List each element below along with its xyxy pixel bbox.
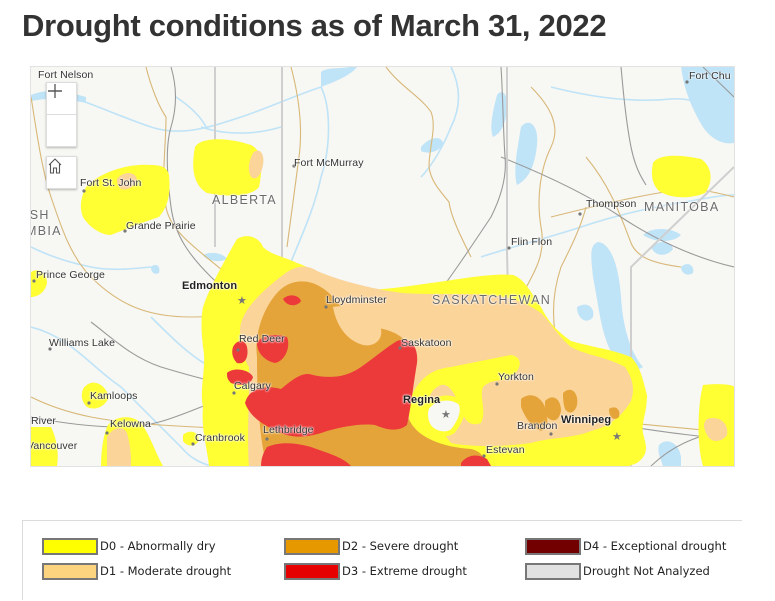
city-label: Fort Nelson (38, 69, 94, 81)
svg-text:★: ★ (237, 294, 247, 307)
legend-item-d2: D2 - Severe drought (284, 536, 458, 556)
legend-item-d3: D3 - Extreme drought (284, 561, 467, 581)
city-label: Fort St. John (80, 177, 142, 189)
zoom-controls (46, 82, 78, 147)
legend-item-d4: D4 - Exceptional drought (525, 536, 726, 556)
legend-swatch-d0 (42, 537, 98, 555)
legend-label-d1: D1 - Moderate drought (100, 564, 232, 578)
city-label: Red Deer (239, 333, 285, 345)
city-label: Kelowna (110, 418, 151, 430)
city-label: Grande Prairie (126, 220, 196, 232)
minus-icon (48, 90, 62, 92)
legend-item-not-analyzed: Drought Not Analyzed (525, 561, 710, 581)
legend-swatch-d2 (284, 537, 340, 555)
city-label: Prince George (36, 269, 106, 281)
province-label: ISH (30, 208, 50, 222)
svg-text:★: ★ (441, 408, 451, 421)
province-label: MBIA (31, 224, 62, 238)
city-label: Cranbrook (195, 432, 245, 444)
legend-swatch-d3 (284, 562, 340, 580)
legend-swatch-not-analyzed (525, 562, 581, 580)
city-label: Brandon (517, 420, 558, 432)
home-button[interactable] (47, 157, 78, 188)
city-label: Fort McMurray (294, 157, 364, 169)
city-label: Yorkton (498, 371, 534, 383)
legend-label-d4: D4 - Exceptional drought (583, 539, 727, 553)
city-label: Kamloops (90, 390, 138, 402)
city-label: Thompson (586, 198, 637, 210)
legend-label-d2: D2 - Severe drought (342, 539, 459, 553)
page-title: Drought conditions as of March 31, 2022 (22, 8, 607, 43)
city-label: Saskatoon (401, 337, 452, 349)
legend-item-d0: D0 - Abnormally dry (42, 536, 216, 556)
city-label: Lethbridge (263, 424, 314, 436)
map-canvas: ★ ★ ★ (31, 67, 734, 466)
legend-label-not-analyzed: Drought Not Analyzed (583, 564, 710, 578)
legend: D0 - Abnormally dry D1 - Moderate drough… (22, 520, 742, 600)
legend-swatch-d4 (525, 537, 581, 555)
legend-swatch-d1 (42, 562, 98, 580)
home-control (46, 156, 77, 189)
home-icon (48, 158, 62, 174)
legend-label-d0: D0 - Abnormally dry (100, 539, 216, 553)
city-label: River (31, 415, 57, 427)
legend-label-d3: D3 - Extreme drought (342, 564, 467, 578)
svg-text:★: ★ (612, 430, 622, 443)
city-markers (32, 80, 689, 458)
province-label: MANITOBA (644, 200, 720, 214)
water-layer (31, 67, 734, 466)
city-label: Edmonton (182, 280, 238, 292)
d3-layer (227, 295, 491, 466)
city-label: Estevan (486, 444, 525, 456)
city-label: Vancouver (30, 440, 78, 452)
regina-clearing (423, 395, 465, 437)
city-label: Lloydminster (326, 294, 387, 306)
legend-item-d1: D1 - Moderate drought (42, 561, 231, 581)
city-label: Regina (403, 394, 441, 406)
drought-map[interactable]: ★ ★ ★ Fort Nelson Fort St. John Grande Pra… (30, 66, 735, 467)
province-label: SASKATCHEWAN (432, 293, 552, 307)
province-label: ALBERTA (212, 193, 277, 207)
city-label: Winnipeg (561, 414, 612, 426)
city-label: Calgary (234, 380, 271, 392)
zoom-out-button[interactable] (47, 90, 78, 146)
city-label: Flin Flon (511, 236, 553, 248)
capital-stars: ★ ★ ★ (237, 294, 622, 443)
city-label: Fort Chu (689, 70, 731, 82)
city-label: Williams Lake (49, 337, 116, 349)
